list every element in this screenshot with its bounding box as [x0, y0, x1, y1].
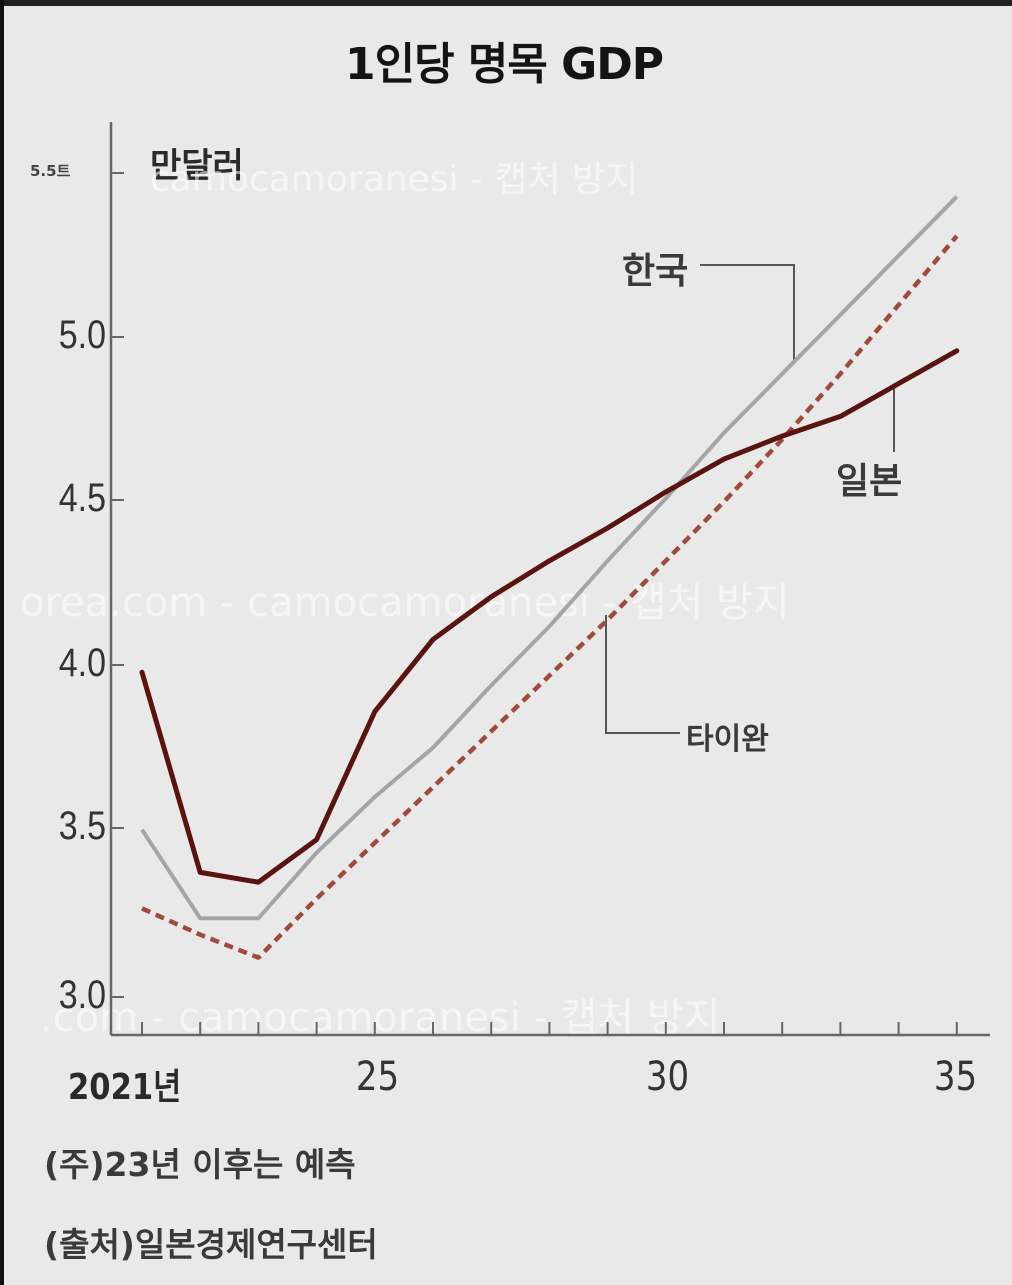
japan-label: 일본: [836, 461, 903, 502]
taiwan-label: 타이완: [686, 722, 769, 757]
y-label-3-0: 3.0: [58, 973, 106, 1017]
korea-label: 한국: [622, 251, 689, 292]
x-label-25: 25: [355, 1054, 400, 1100]
korea-line: [140, 195, 959, 921]
y-ticks: [111, 172, 124, 998]
taiwan-leader-line: [605, 615, 680, 734]
x-label-2021: 2021년: [67, 1067, 182, 1108]
y-label-5-0: 5.0: [58, 313, 106, 357]
unit-label: 만달러: [150, 146, 244, 186]
y-tick-top-label: 5.5트: [30, 162, 71, 180]
korea-leader-line: [700, 264, 795, 362]
forecast-note: (주)23년 이후는 예측: [44, 1145, 356, 1184]
japan-line: [139, 348, 960, 885]
watermark-1: camocamoranesi - 캡처 방지: [150, 159, 639, 200]
y-label-3-5: 3.5: [58, 804, 106, 848]
x-label-35: 35: [933, 1054, 978, 1100]
top-border: [0, 0, 1012, 6]
taiwan-line: [141, 234, 959, 960]
y-label-4-0: 4.0: [58, 641, 106, 685]
chart-title: 1인당 명목 GDP: [344, 39, 664, 90]
y-label-4-5: 4.5: [58, 476, 106, 520]
chart-canvas: [4, 6, 1012, 1285]
x-label-30: 30: [645, 1054, 690, 1100]
watermark-2: orea.com - camocamoranesi - 캡처 방지: [20, 580, 790, 626]
source-note: (출처)일본경제연구센터: [44, 1225, 378, 1264]
x-ticks: [141, 1022, 958, 1035]
left-border: [0, 0, 4, 1285]
